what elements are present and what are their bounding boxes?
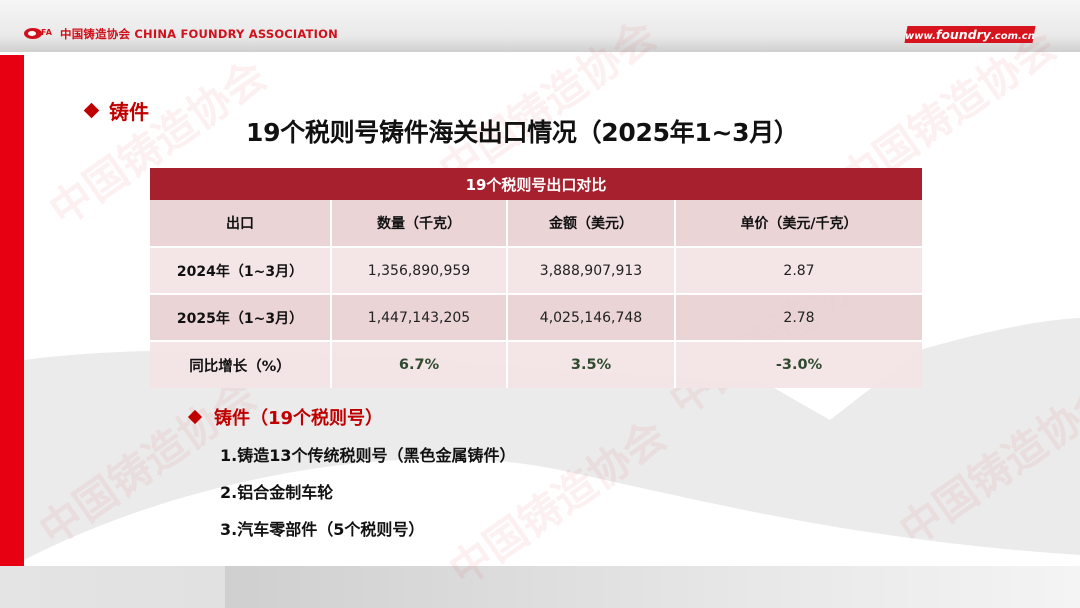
list-item: 1.铸造13个传统税则号（黑色金属铸件） xyxy=(220,446,516,465)
column-header: 出口 xyxy=(150,200,332,246)
bottom-band-shade xyxy=(225,566,1080,608)
unit-price-cell: 2.78 xyxy=(783,309,815,326)
section-tag: 铸件 xyxy=(83,96,149,125)
website-link[interactable]: www.foundry.com.cn xyxy=(904,26,1036,43)
table-header-row: 出口 数量（千克） 金额（美元） 单价（美元/千克） xyxy=(150,200,922,246)
bottom-band xyxy=(0,566,1080,608)
unit-price-cell: 2.87 xyxy=(783,262,815,279)
table-row: 2024年（1~3月） 1,356,890,959 3,888,907,913 … xyxy=(150,246,922,293)
export-comparison-table: 19个税则号出口对比 出口 数量（千克） 金额（美元） 单价（美元/千克） 20… xyxy=(150,168,922,388)
top-header-bar xyxy=(0,0,1080,52)
castings-list: 1.铸造13个传统税则号（黑色金属铸件） 2.铝合金制车轮 3.汽车零部件（5个… xyxy=(220,444,515,555)
quantity-growth-cell: 6.7% xyxy=(332,342,508,388)
table-caption: 19个税则号出口对比 xyxy=(150,168,922,200)
quantity-cell: 1,447,143,205 xyxy=(332,295,508,340)
column-header: 单价（美元/千克） xyxy=(740,216,858,232)
table-row-growth: 同比增长（%） 6.7% 3.5% -3.0% xyxy=(150,340,922,388)
amount-cell: 3,888,907,913 xyxy=(508,248,676,293)
quantity-cell: 1,356,890,959 xyxy=(332,248,508,293)
diamond-bullet-icon xyxy=(83,102,100,119)
watermark: 中国铸造协会 xyxy=(890,370,1080,556)
cfa-logo-icon: FA xyxy=(24,27,54,41)
list-item: 3.汽车零部件（5个税则号） xyxy=(220,520,425,539)
association-header: FA 中国铸造协会 CHINA FOUNDRY ASSOCIATION xyxy=(24,26,338,42)
amount-growth-cell: 3.5% xyxy=(508,342,676,388)
row-label: 同比增长（%） xyxy=(150,342,332,388)
table-row: 2025年（1~3月） 1,447,143,205 4,025,146,748 … xyxy=(150,293,922,340)
column-header: 数量（千克） xyxy=(332,200,508,246)
unit-price-growth-cell: -3.0% xyxy=(775,357,823,373)
amount-cell: 4,025,146,748 xyxy=(508,295,676,340)
castings-heading: 铸件（19个税则号） xyxy=(187,404,383,430)
page-title: 19个税则号铸件海关出口情况（2025年1~3月） xyxy=(246,118,799,147)
row-label: 2024年（1~3月） xyxy=(150,248,332,293)
row-label: 2025年（1~3月） xyxy=(150,295,332,340)
diamond-bullet-icon xyxy=(187,409,203,425)
list-item: 2.铝合金制车轮 xyxy=(220,483,334,502)
association-name: 中国铸造协会 CHINA FOUNDRY ASSOCIATION xyxy=(60,27,338,41)
column-header: 金额（美元） xyxy=(508,200,676,246)
left-accent-bar xyxy=(0,55,24,566)
